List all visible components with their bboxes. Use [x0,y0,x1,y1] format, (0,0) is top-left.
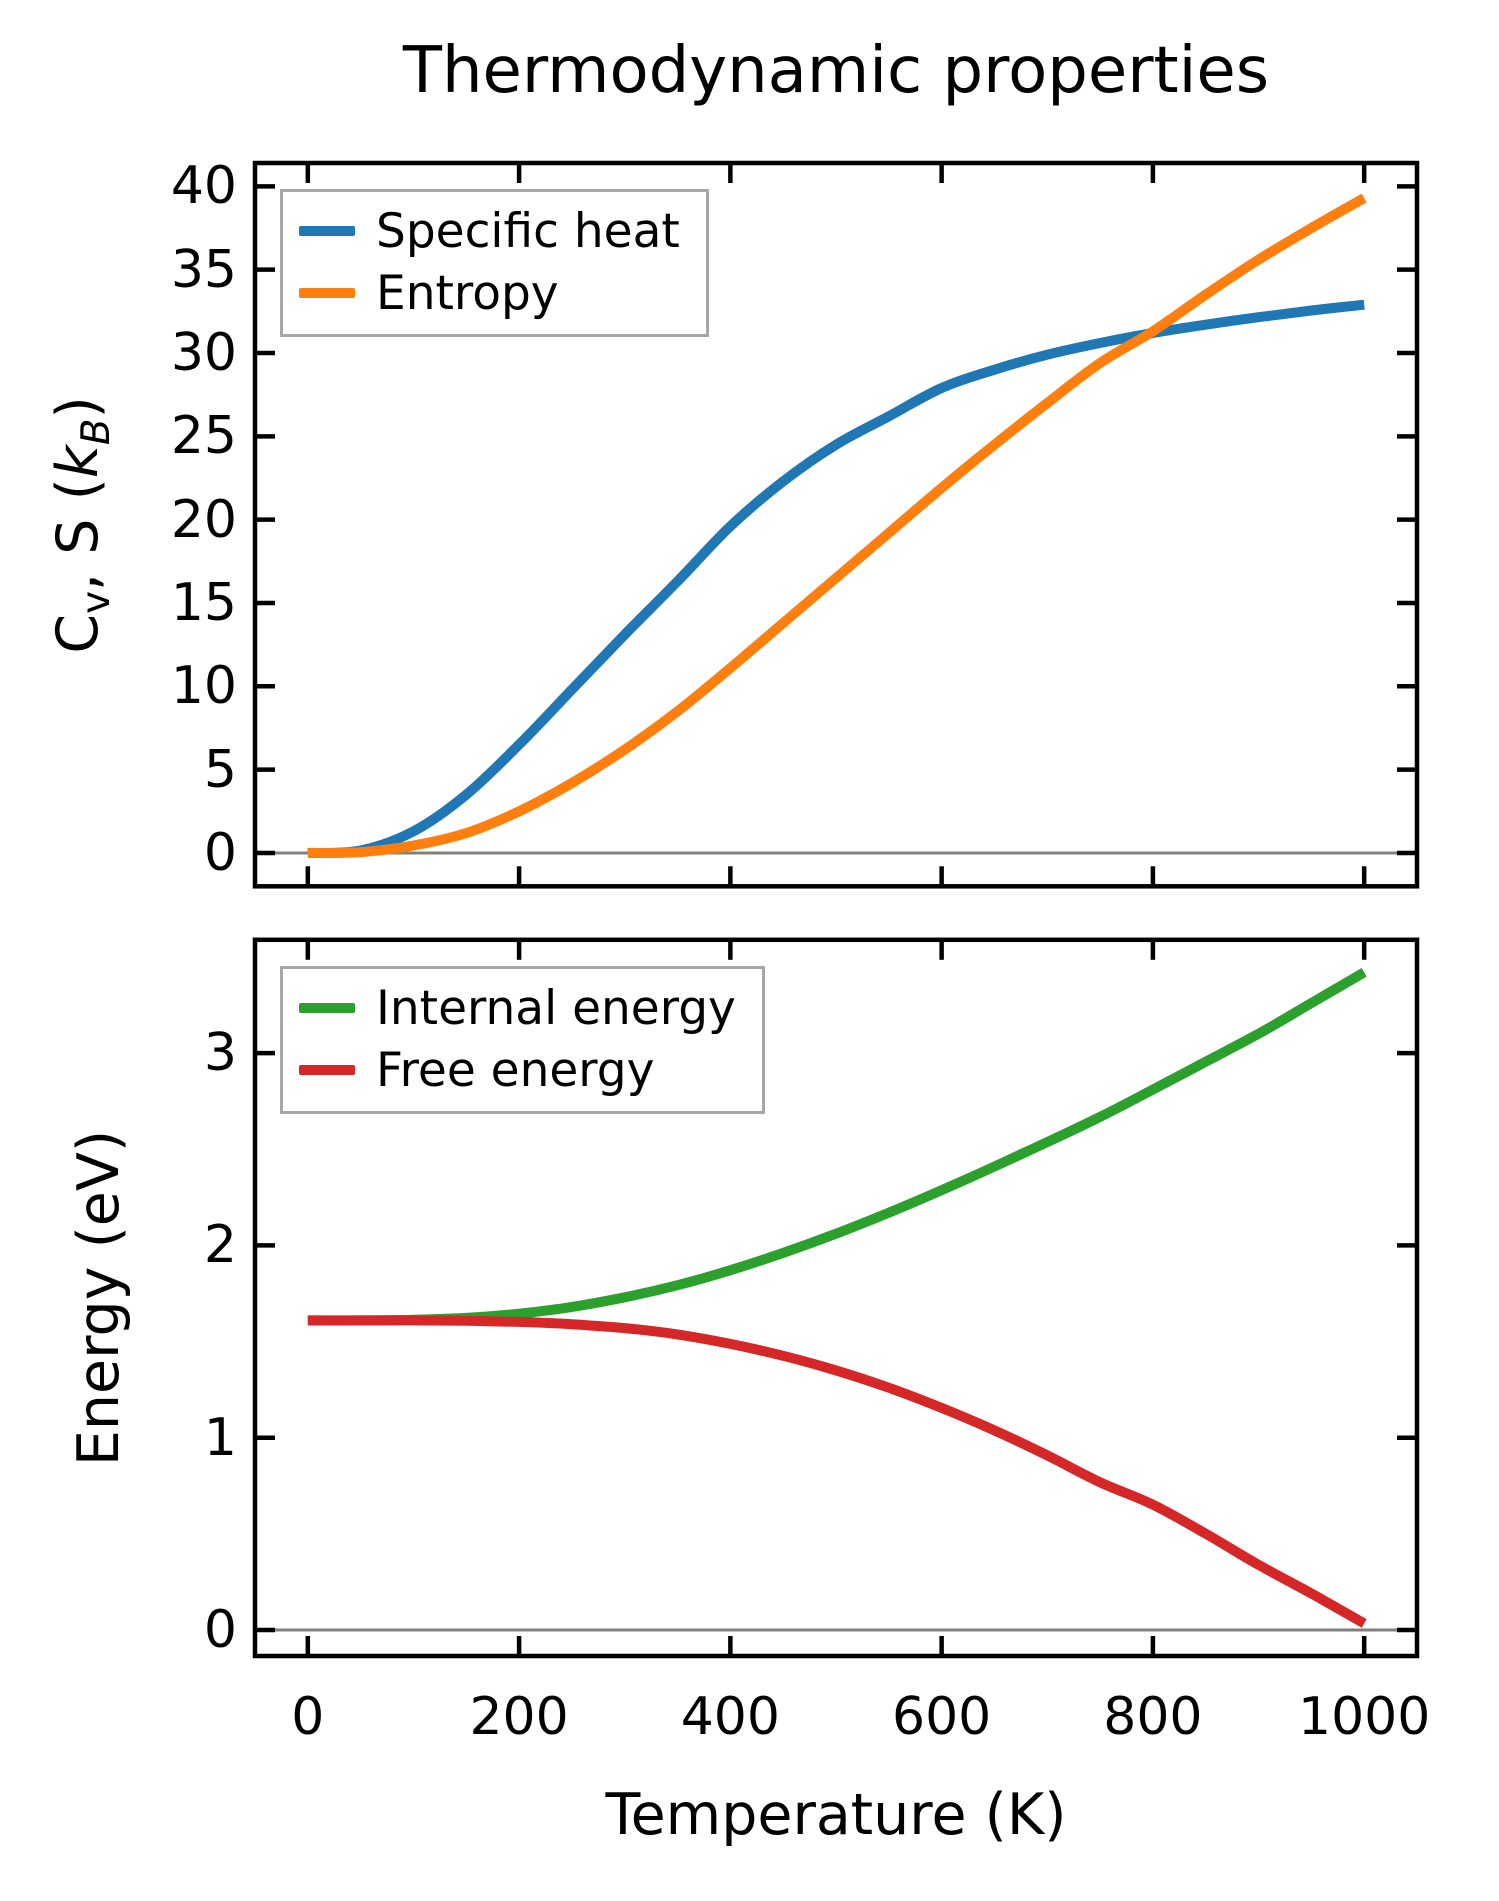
legend-item-internal-energy: Internal energy [299,977,736,1039]
legend-item-specific-heat: Specific heat [299,200,680,262]
legend-line-internal-energy-icon [299,1003,355,1013]
axes-box-bottom [252,937,1420,1659]
y-tick-label-top: 0 [203,822,237,883]
x-tick-label: 1000 [1298,1687,1431,1747]
legend-item-free-energy: Free energy [299,1039,736,1101]
entropy-curve [307,193,1367,858]
legend-top: Specific heat Entropy [280,189,709,337]
x-tick-label: 400 [680,1687,780,1747]
x-tick-label: 800 [1103,1687,1203,1747]
y-tick-label-top: 5 [203,739,237,800]
y-tick-label-top: 25 [170,406,237,467]
specific-heat-curve [307,299,1365,858]
y-tick-label-top: 30 [170,322,237,383]
figure-title: Thermodynamic properties [402,34,1270,108]
x-tick-label: 0 [291,1687,325,1747]
y-tick-label-top: 35 [170,239,237,300]
x-tick-label: 600 [891,1687,992,1747]
y-tick-label-top: 20 [170,489,237,550]
y-tick-label-top: 15 [170,572,237,633]
y-tick-label-bottom: 2 [203,1215,237,1276]
x-axis-label: Temperature (K) [605,1782,1067,1848]
y-tick-label-top: 10 [170,656,237,717]
legend-label-entropy: Entropy [376,265,559,321]
x-tick-label: 200 [469,1687,569,1747]
legend-label-specific-heat: Specific heat [376,203,680,259]
y-tick-label-bottom: 1 [203,1407,237,1468]
axes-box-top [252,160,1420,889]
y-tick-label-bottom: 0 [203,1600,237,1661]
legend-line-entropy-icon [299,288,355,298]
legend-bottom: Internal energy Free energy [280,966,765,1114]
free-energy-curve [307,1315,1367,1628]
legend-line-free-energy-icon [299,1065,355,1075]
y-tick-label-top: 40 [170,156,237,217]
y-tick-label-bottom: 3 [203,1023,237,1084]
legend-item-entropy: Entropy [299,262,680,324]
legend-label-free-energy: Free energy [376,1042,655,1098]
legend-line-specific-heat-icon [299,226,355,236]
legend-label-internal-energy: Internal energy [376,980,736,1036]
